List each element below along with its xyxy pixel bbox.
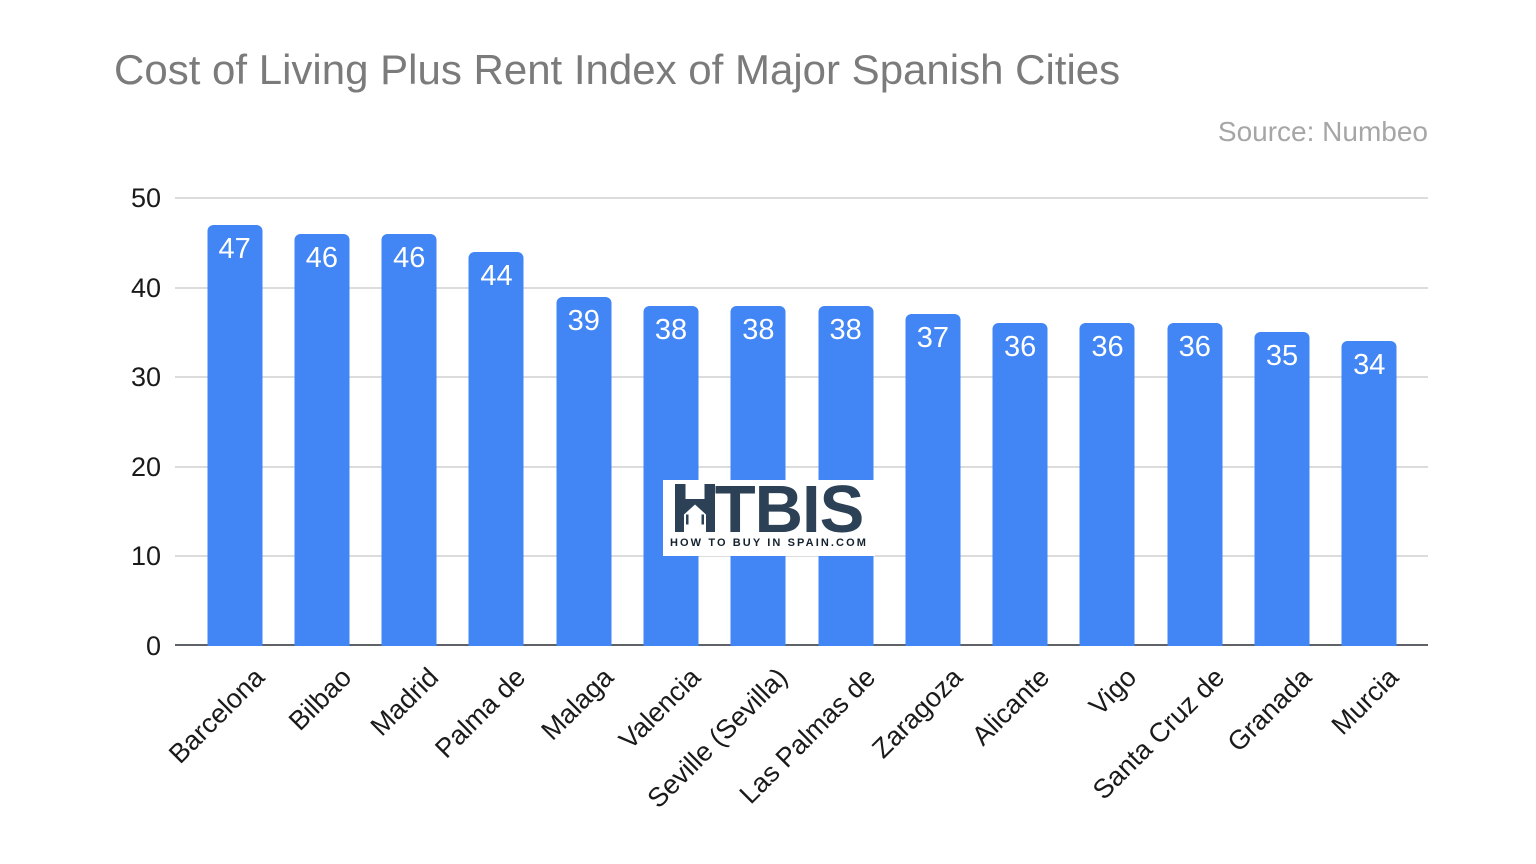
bar-slot: 34 Murcia xyxy=(1326,198,1413,740)
bar-murcia: 34 xyxy=(1341,341,1397,646)
gridline xyxy=(175,376,1428,379)
bar-value-label: 46 xyxy=(393,241,426,274)
bar-slot: 35 Granada xyxy=(1222,198,1325,758)
gridline xyxy=(175,465,1428,468)
bar-barcelona: 47 xyxy=(207,224,263,646)
htbis-house-h-icon xyxy=(674,484,715,532)
bar-seville-sevilla: 38 xyxy=(730,305,786,646)
bar-slot: 37 Zaragoza xyxy=(866,198,976,764)
watermark: TBIS HOW TO BUY IN SPAIN.COM xyxy=(663,476,875,556)
bar-granada: 35 xyxy=(1254,332,1310,646)
bar-slot: 44 Palma de xyxy=(430,198,540,764)
y-axis-tick-label: 50 xyxy=(130,183,161,213)
bar-alicante: 36 xyxy=(992,323,1048,646)
bar-valencia: 38 xyxy=(643,305,699,646)
bar-slot: 46 Bilbao xyxy=(278,198,365,736)
bar-value-label: 38 xyxy=(829,313,862,346)
bars: 47 Barcelona 46 Bilbao 46 Madrid 44 Palma de 39 M… xyxy=(163,198,1413,814)
y-axis-tick-label: 40 xyxy=(130,272,161,303)
bar-value-label: 46 xyxy=(305,241,339,274)
plot-area: 47 Barcelona 46 Bilbao 46 Madrid 44 Palma de 39 M… xyxy=(131,184,1428,814)
bar-malaga: 39 xyxy=(556,296,612,646)
bar-slot: 38 Valencia xyxy=(613,198,714,755)
y-axis-tick-label: 30 xyxy=(130,362,161,393)
y-axis-tick-label: 10 xyxy=(130,541,161,572)
bar-slot: 38 Seville (Sevilla) xyxy=(642,198,802,814)
bar-value-label: 39 xyxy=(567,304,600,337)
bar-slot: 47 Barcelona xyxy=(163,198,278,769)
bar-slot: 36 Alicante xyxy=(966,198,1064,751)
bar-madrid: 46 xyxy=(381,233,437,646)
x-axis-line xyxy=(175,644,1428,646)
bar-value-label: 36 xyxy=(1178,331,1211,364)
bar-slot: 39 Malaga xyxy=(535,198,627,746)
gridline xyxy=(175,197,1428,199)
bar-value-label: 37 xyxy=(916,322,950,355)
bar-slot: 36 Vigo xyxy=(1064,198,1151,721)
bar-value-label: 36 xyxy=(1091,331,1124,364)
bar-slot: 38 Las Palmas de xyxy=(733,198,889,810)
chart-source-note: Source: Numbeo xyxy=(1217,116,1428,147)
bar-value-label: 47 xyxy=(218,232,251,265)
watermark-tagline: HOW TO BUY IN SPAIN.COM xyxy=(669,537,869,549)
gridline xyxy=(175,555,1428,558)
y-axis-tick-label: 0 xyxy=(145,631,161,661)
y-axis-tick-label: 20 xyxy=(130,451,161,482)
bar-santa-cruz-de: 36 xyxy=(1167,323,1223,646)
x-axis-label: Barcelona xyxy=(162,662,270,770)
bar-zaragoza: 37 xyxy=(905,314,961,646)
bar-value-label: 34 xyxy=(1353,349,1386,382)
bar-las-palmas-de: 38 xyxy=(818,305,874,646)
bar-value-label: 35 xyxy=(1265,340,1299,373)
bar-value-label: 38 xyxy=(654,313,688,346)
bar-value-label: 38 xyxy=(742,313,775,346)
bar-bilbao: 46 xyxy=(294,233,350,646)
watermark-brand: TBIS xyxy=(674,476,864,543)
gridline xyxy=(175,286,1428,289)
bar-slot: 46 Madrid xyxy=(365,198,453,742)
watermark-brand-rest: TBIS xyxy=(714,472,865,547)
bar-value-label: 36 xyxy=(1004,331,1037,364)
bar-value-label: 44 xyxy=(480,259,513,292)
chart-title: Cost of Living Plus Rent Index of Major … xyxy=(114,46,1121,93)
bar-vigo: 36 xyxy=(1079,323,1135,646)
bar-palma-de: 44 xyxy=(468,251,524,646)
bar-slot: 36 Santa Cruz de xyxy=(1087,198,1238,805)
